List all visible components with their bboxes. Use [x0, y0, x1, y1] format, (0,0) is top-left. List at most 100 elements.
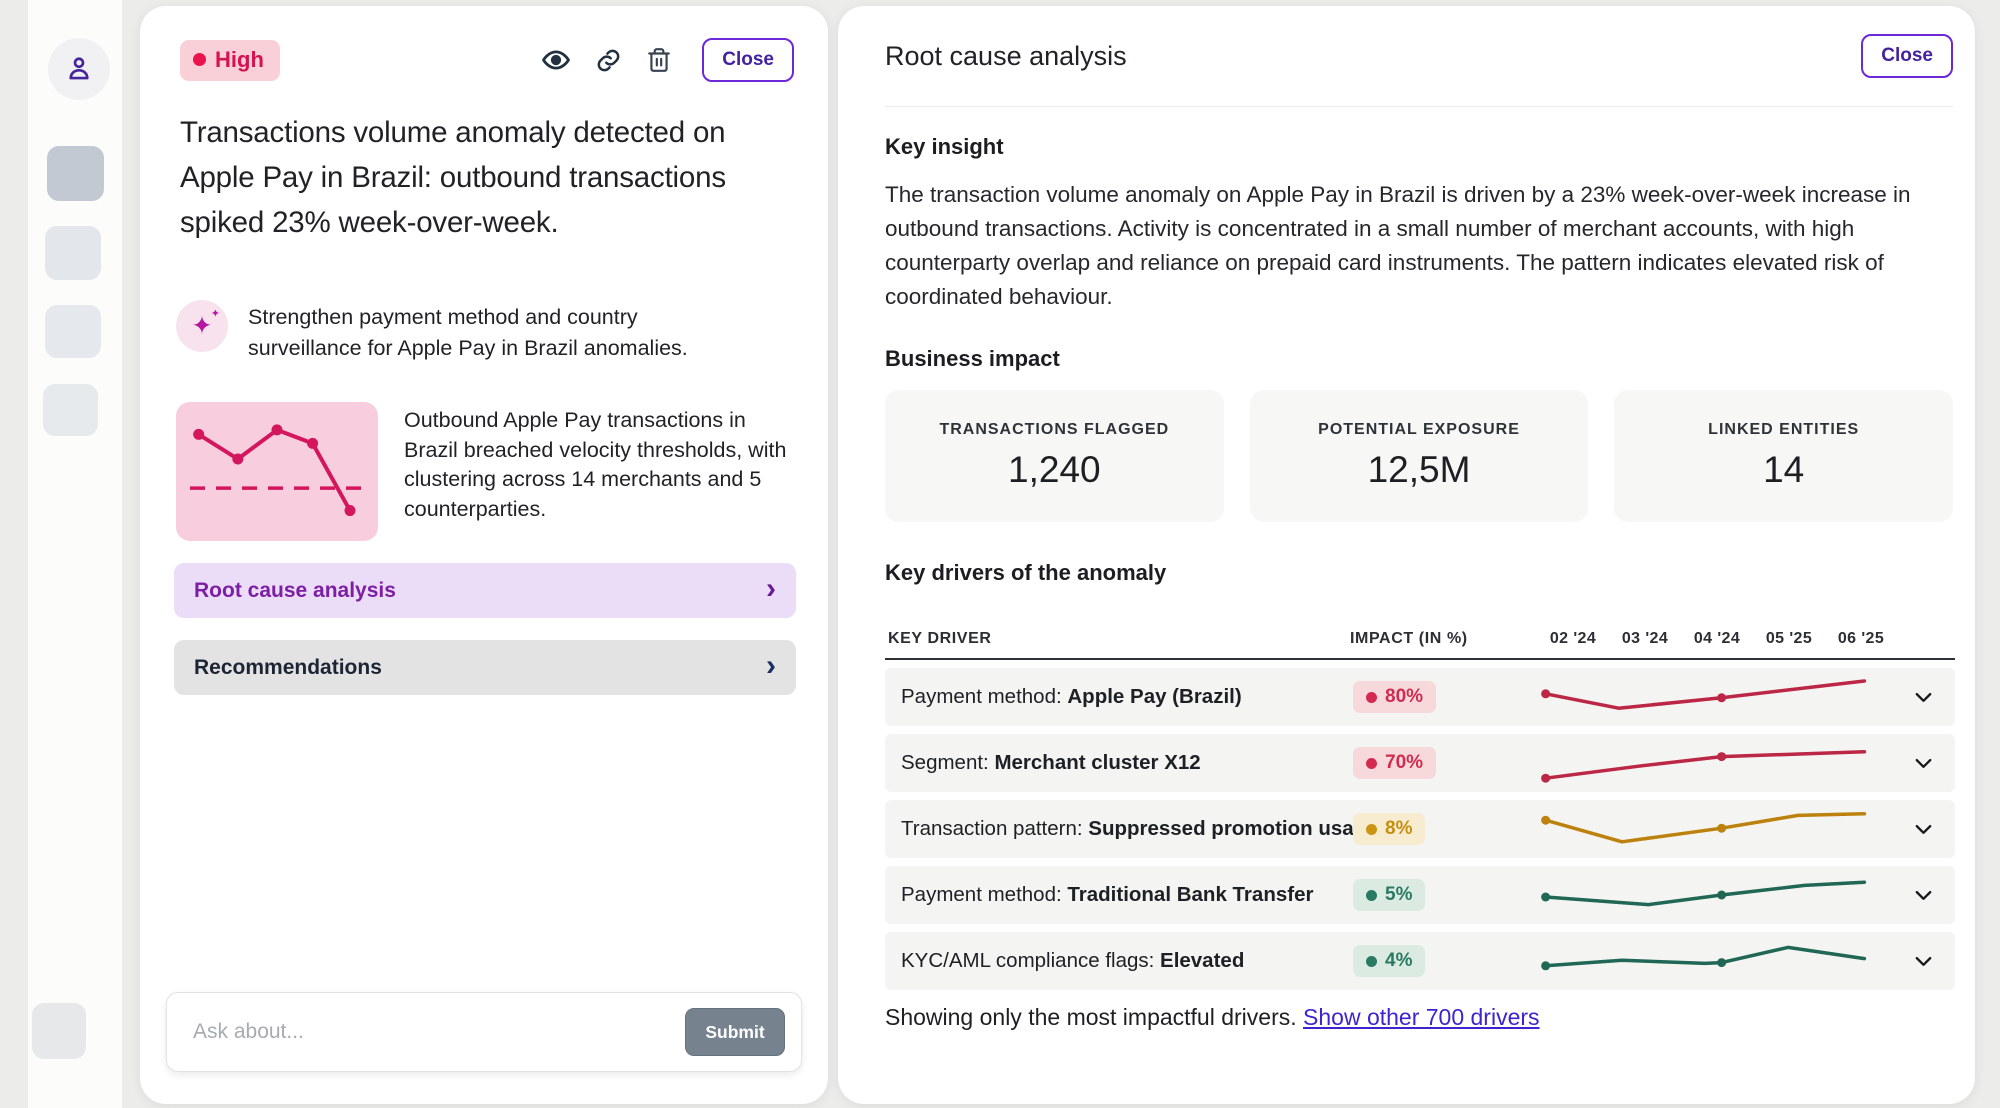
drivers-footer: Showing only the most impactful drivers.… — [885, 1004, 1540, 1031]
metric-label: POTENTIAL EXPOSURE — [1318, 421, 1520, 438]
impact-value: 70% — [1385, 752, 1424, 773]
nav-root-cause-analysis[interactable]: Root cause analysis › — [174, 563, 796, 618]
person-icon — [69, 57, 89, 80]
expand-row-button[interactable] — [1912, 818, 1935, 841]
copy-link-button[interactable] — [593, 45, 624, 76]
sidebar-item-2[interactable] — [45, 226, 101, 280]
month-header: 04 '24 — [1693, 630, 1741, 647]
key-drivers-heading: Key drivers of the anomaly — [885, 560, 1167, 585]
ai-sparkle-icon: ✦ ✦ — [176, 300, 228, 352]
driver-trend-sparkline — [1541, 679, 1867, 710]
metric-value: 14 — [1763, 449, 1805, 490]
metric-card: TRANSACTIONS FLAGGED 1,240 — [885, 390, 1224, 522]
driver-label: Payment method: Traditional Bank Transfe… — [901, 883, 1314, 906]
anomaly-mini-chart — [176, 402, 378, 541]
chevron-down-icon — [1915, 692, 1932, 702]
column-impact: IMPACT (IN %) — [1350, 630, 1468, 647]
chart-caption: Outbound Apple Pay transactions in Brazi… — [404, 408, 787, 521]
metric-card: LINKED ENTITIES 14 — [1614, 390, 1954, 522]
impact-dot-icon — [1366, 757, 1377, 769]
key-insight-body: The transaction volume anomaly on Apple … — [885, 182, 1911, 309]
driver-label: Payment method: Apple Pay (Brazil) — [901, 685, 1242, 708]
month-header: 05 '25 — [1765, 630, 1813, 647]
driver-row[interactable]: Payment method: Apple Pay (Brazil) 80% — [885, 668, 1955, 726]
sidebar-item-1[interactable] — [47, 146, 104, 201]
driver-row[interactable]: Segment: Merchant cluster X12 70% — [885, 734, 1955, 792]
expand-row-button[interactable] — [1912, 884, 1935, 907]
sidebar — [28, 0, 122, 1108]
key-insight-heading: Key insight — [885, 134, 1004, 159]
driver-trend-sparkline — [1541, 750, 1867, 783]
driver-row[interactable]: Transaction pattern: Suppressed promotio… — [885, 800, 1955, 858]
severity-label: High — [215, 46, 264, 72]
impact-badge: 8% — [1353, 813, 1426, 845]
business-impact-heading: Business impact — [885, 346, 1060, 371]
metric-value: 12,5M — [1367, 449, 1471, 490]
submit-button[interactable]: Submit — [685, 1008, 785, 1056]
severity-dot-icon — [193, 53, 206, 66]
show-other-drivers-link[interactable]: Show other 700 drivers — [1303, 1004, 1540, 1030]
business-impact-cards: TRANSACTIONS FLAGGED 1,240 POTENTIAL EXP… — [885, 390, 1954, 522]
driver-trend-sparkline — [1541, 812, 1867, 844]
nav-label: Root cause analysis — [194, 578, 396, 602]
eye-icon — [542, 50, 571, 70]
panel-title: Root cause analysis — [885, 40, 1127, 71]
impact-dot-icon — [1366, 955, 1377, 967]
driver-trend-sparkline — [1541, 945, 1867, 971]
preview-button[interactable] — [539, 43, 573, 77]
impact-value: 4% — [1385, 950, 1413, 971]
column-key-driver: KEY DRIVER — [888, 630, 992, 647]
chevron-down-icon — [1915, 824, 1932, 834]
metric-label: TRANSACTIONS FLAGGED — [939, 421, 1170, 438]
alert-close-button[interactable]: Close — [702, 38, 794, 82]
metric-label: LINKED ENTITIES — [1708, 421, 1860, 438]
drivers-table-header: KEY DRIVER IMPACT (IN %) 02 '24 03 '24 04 … — [885, 624, 1955, 660]
impact-badge: 4% — [1353, 945, 1426, 977]
severity-badge: High — [180, 39, 280, 81]
divider — [885, 106, 1953, 107]
impact-badge: 80% — [1353, 681, 1437, 713]
metric-card: POTENTIAL EXPOSURE 12,5M — [1249, 390, 1589, 522]
avatar-button[interactable] — [48, 38, 110, 100]
ask-input[interactable] — [167, 993, 685, 1071]
ask-bar: Submit — [166, 992, 802, 1072]
impact-value: 5% — [1385, 884, 1413, 905]
expand-row-button[interactable] — [1912, 950, 1935, 973]
impact-dot-icon — [1366, 889, 1377, 901]
chevron-right-icon: › — [766, 571, 776, 605]
month-header: 03 '24 — [1621, 630, 1669, 647]
delete-button[interactable] — [644, 45, 674, 75]
driver-row[interactable]: Payment method: Traditional Bank Transfe… — [885, 866, 1955, 924]
alert-panel: High — [140, 6, 828, 1104]
driver-trend-sparkline — [1541, 880, 1867, 907]
expand-row-button[interactable] — [1912, 686, 1935, 709]
impact-dot-icon — [1366, 691, 1377, 703]
impact-badge: 5% — [1353, 879, 1426, 911]
impact-value: 80% — [1385, 686, 1424, 707]
panel-close-button[interactable]: Close — [1861, 34, 1953, 78]
sidebar-item-4[interactable] — [43, 384, 98, 436]
trash-icon — [648, 48, 671, 72]
chevron-right-icon: › — [766, 648, 776, 682]
ai-suggestion: ✦ ✦ Strengthen payment method and country… — [176, 300, 756, 364]
sidebar-item-3[interactable] — [45, 305, 101, 358]
month-header: 06 '25 — [1837, 630, 1885, 647]
driver-label: Segment: Merchant cluster X12 — [901, 751, 1201, 774]
chevron-down-icon — [1915, 758, 1932, 768]
driver-row[interactable]: KYC/AML compliance flags: Elevated 4% — [885, 932, 1955, 990]
drivers-table-body: Payment method: Apple Pay (Brazil) 80% S… — [885, 668, 1955, 998]
link-icon — [597, 49, 620, 71]
driver-label: KYC/AML compliance flags: Elevated — [901, 949, 1245, 972]
impact-value: 8% — [1385, 818, 1413, 839]
nav-label: Recommendations — [194, 655, 382, 679]
month-header: 02 '24 — [1549, 630, 1597, 647]
nav-recommendations[interactable]: Recommendations › — [174, 640, 796, 695]
metric-value: 1,240 — [1008, 449, 1101, 490]
impact-dot-icon — [1366, 823, 1377, 835]
impact-badge: 70% — [1353, 747, 1437, 779]
alert-toolbar: High — [180, 36, 794, 84]
expand-row-button[interactable] — [1912, 752, 1935, 775]
sidebar-item-5[interactable] — [32, 1003, 86, 1059]
ai-suggestion-text: Strengthen payment method and country su… — [248, 305, 688, 360]
